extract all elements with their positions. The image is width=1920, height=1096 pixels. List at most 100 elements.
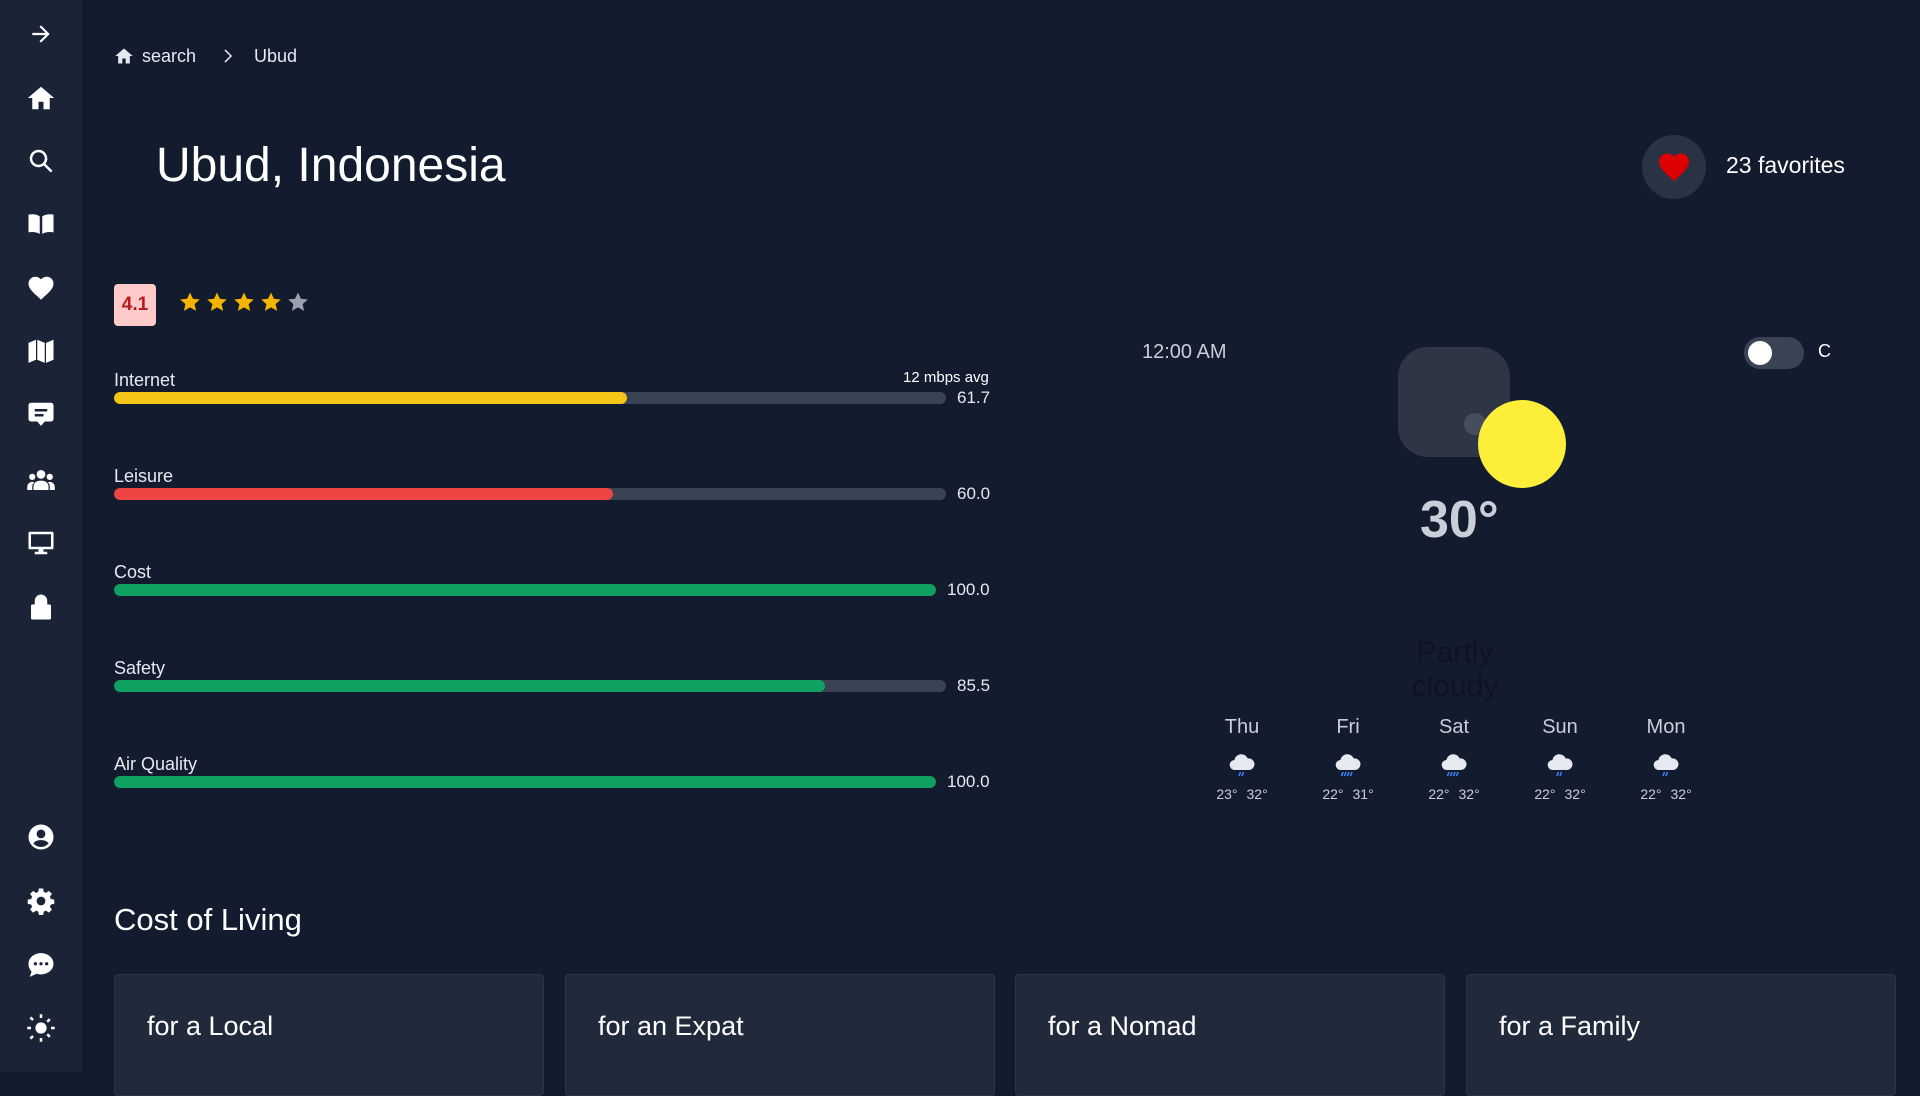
- metric-value: 100.0: [947, 772, 990, 791]
- home-icon: [27, 86, 55, 110]
- favorite-button[interactable]: [1642, 135, 1706, 199]
- unit-label: C: [1818, 341, 1831, 361]
- sidebar-expand-button[interactable]: [0, 6, 82, 62]
- cost-card-label: for an Expat: [598, 1011, 744, 1041]
- forecast-day: Sat 22° 32°: [1411, 716, 1497, 802]
- forecast-low: 22°: [1640, 786, 1662, 802]
- forecast-day: Sun 22° 32°: [1517, 716, 1603, 802]
- lock-icon: [31, 594, 51, 620]
- weather-time: 12:00 AM: [1142, 341, 1227, 363]
- rain-cloud-icon: [1517, 750, 1603, 780]
- forecast-high: 32°: [1670, 786, 1692, 802]
- unit-toggle-knob: [1748, 341, 1772, 365]
- cost-card-label: for a Family: [1499, 1011, 1641, 1041]
- metric-bar-track: [114, 776, 936, 788]
- metric-bar-fill: [114, 776, 936, 788]
- arrow-right-icon: [32, 25, 50, 43]
- favorites-count: 23 favorites: [1726, 152, 1845, 178]
- star-filled-icon: [234, 292, 254, 311]
- metric-label: Internet: [114, 370, 176, 390]
- forecast-high: 32°: [1458, 786, 1480, 802]
- forecast-day: Mon 22° 32°: [1623, 716, 1709, 802]
- star-filled-icon: [207, 292, 227, 311]
- forecast-day: Fri 22° 31°: [1305, 716, 1391, 802]
- current-temperature: 30°: [1420, 491, 1499, 549]
- forecast-low: 22°: [1534, 786, 1556, 802]
- rain-cloud-icon: [1623, 750, 1709, 780]
- sidebar-theme-toggle[interactable]: [0, 1000, 82, 1056]
- card-for-family[interactable]: for a Family: [1466, 974, 1896, 1096]
- cost-card-label: for a Local: [147, 1011, 274, 1041]
- sun-shape: [1478, 400, 1566, 488]
- metric-bar-fill: [114, 392, 628, 404]
- sidebar-item-settings[interactable]: [0, 873, 82, 929]
- forecast-temps: 22° 32°: [1411, 786, 1497, 802]
- unit-toggle[interactable]: [1744, 337, 1804, 369]
- card-for-local[interactable]: for a Local: [114, 974, 544, 1096]
- gear-icon: [27, 888, 55, 915]
- star-filled-icon: [180, 292, 200, 311]
- sidebar: [0, 0, 82, 1072]
- breadcrumb: search Ubud: [114, 44, 297, 68]
- cost-card-label: for a Nomad: [1048, 1011, 1197, 1041]
- sidebar-item-privacy[interactable]: [0, 579, 82, 635]
- chat-icon: [28, 402, 54, 426]
- forecast-day-name: Thu: [1224, 716, 1260, 738]
- metric-bar-fill: [114, 680, 826, 692]
- home-icon[interactable]: [114, 46, 134, 66]
- message-icon: [28, 953, 54, 977]
- sidebar-item-guides[interactable]: [0, 196, 82, 252]
- metric-value: 85.5: [957, 676, 991, 695]
- forecast-high: 32°: [1564, 786, 1586, 802]
- forecast-temps: 22° 32°: [1517, 786, 1603, 802]
- metric-label: Cost: [114, 562, 152, 582]
- sidebar-item-favorites[interactable]: [0, 260, 82, 316]
- card-for-expat[interactable]: for an Expat: [565, 974, 995, 1096]
- sidebar-item-remote-work[interactable]: [0, 515, 82, 571]
- monitor-icon: [28, 531, 54, 555]
- star-empty-icon: [288, 292, 308, 311]
- forecast-day-name: Sat: [1438, 716, 1470, 738]
- sun-icon: [27, 1014, 55, 1042]
- forecast-low: 22°: [1428, 786, 1450, 802]
- metric-value: 61.7: [957, 388, 991, 407]
- forecast-temps: 22° 32°: [1623, 786, 1709, 802]
- sidebar-item-profile[interactable]: [0, 809, 82, 865]
- metric-bar-track: [114, 488, 946, 500]
- forecast-temps: 22° 31°: [1305, 786, 1391, 802]
- weather-condition: Partly cloudy: [1411, 636, 1499, 703]
- metric-bar-fill: [114, 488, 614, 500]
- breadcrumb-current: Ubud: [254, 45, 298, 66]
- forecast-temps: 23° 32°: [1199, 786, 1285, 802]
- heart-icon: [1659, 153, 1689, 182]
- forecast-day-name: Mon: [1646, 716, 1686, 738]
- metric-note: 12 mbps avg: [903, 369, 989, 386]
- rating-badge: 4.1: [114, 284, 156, 326]
- sidebar-item-home[interactable]: [0, 70, 82, 126]
- sidebar-item-chat[interactable]: [0, 386, 82, 442]
- forecast-day-name: Fri: [1336, 716, 1360, 738]
- rain-cloud-icon: [1199, 750, 1285, 780]
- page-title: Ubud, Indonesia: [156, 139, 506, 192]
- metric-bar-track: [114, 584, 936, 596]
- user-icon: [28, 824, 54, 850]
- chevron-right-icon: [218, 47, 236, 65]
- sidebar-item-map[interactable]: [0, 323, 82, 379]
- sidebar-item-search[interactable]: [0, 133, 82, 189]
- breadcrumb-search[interactable]: search: [142, 45, 197, 66]
- forecast-low: 23°: [1216, 786, 1238, 802]
- people-icon: [27, 470, 55, 490]
- metric-label: Leisure: [114, 466, 174, 486]
- sidebar-item-feedback[interactable]: [0, 937, 82, 993]
- forecast-high: 32°: [1246, 786, 1268, 802]
- book-icon: [28, 214, 54, 234]
- heart-icon: [28, 276, 54, 300]
- metric-value: 60.0: [957, 484, 991, 503]
- metric-label: Safety: [114, 658, 166, 678]
- map-icon: [28, 339, 54, 363]
- forecast-low: 22°: [1322, 786, 1344, 802]
- metric-bar-track: [114, 680, 946, 692]
- card-for-nomad[interactable]: for a Nomad: [1015, 974, 1445, 1096]
- metric-bar-fill: [114, 584, 936, 596]
- sidebar-item-community[interactable]: [0, 452, 82, 508]
